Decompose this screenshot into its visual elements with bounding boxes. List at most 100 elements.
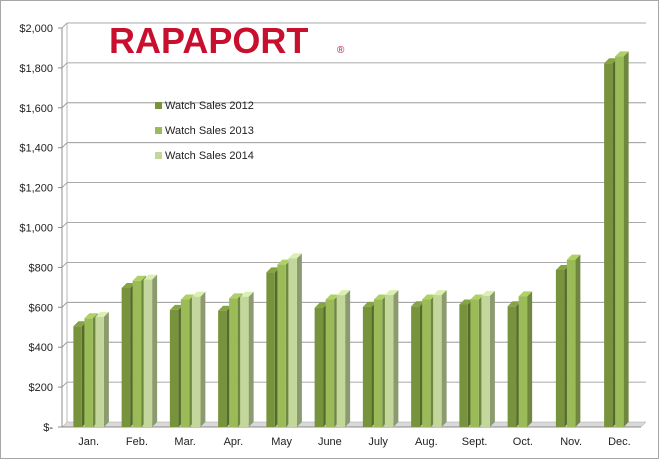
gridline-depth bbox=[61, 142, 68, 148]
bar-side bbox=[393, 290, 399, 427]
legend-swatch bbox=[155, 152, 162, 159]
bar-top bbox=[84, 313, 98, 319]
bar-front bbox=[132, 280, 142, 427]
bar-top bbox=[277, 259, 291, 265]
bar-top bbox=[362, 301, 377, 307]
bar bbox=[240, 291, 254, 427]
x-tick-label: Jan. bbox=[78, 436, 99, 448]
bar-front bbox=[229, 298, 238, 427]
x-tick-label: Oct. bbox=[513, 436, 533, 448]
y-tick-label: $800 bbox=[29, 262, 53, 274]
bar-front bbox=[95, 316, 104, 427]
gridline-depth bbox=[61, 381, 68, 388]
bar-front bbox=[218, 310, 227, 427]
legend-swatch bbox=[155, 127, 162, 134]
bar-side bbox=[103, 311, 109, 427]
bar-front bbox=[169, 309, 179, 427]
bar-top bbox=[240, 291, 254, 297]
y-tick-label: $400 bbox=[29, 342, 53, 354]
bar-top bbox=[422, 294, 436, 300]
bar-top bbox=[325, 294, 340, 300]
registered-mark: ® bbox=[337, 45, 345, 56]
bar-front bbox=[481, 295, 490, 427]
bar-top bbox=[384, 290, 399, 296]
bar-front bbox=[266, 272, 275, 427]
x-tick-label: Feb. bbox=[126, 436, 148, 448]
y-tick-label: $1,400 bbox=[19, 143, 53, 155]
bar-top bbox=[218, 305, 232, 311]
x-tick-labels: Jan. Feb. Mar. Apr. May June July Aug. Sept. Oct.… bbox=[78, 436, 630, 448]
bar-top bbox=[132, 275, 147, 281]
bar-front bbox=[143, 279, 153, 427]
bar-front bbox=[180, 299, 190, 427]
bar-side bbox=[200, 291, 206, 427]
bars bbox=[73, 51, 629, 428]
bar-top bbox=[191, 291, 206, 297]
gridline-depth bbox=[61, 341, 68, 348]
bar-top bbox=[229, 293, 243, 299]
gridline-depth bbox=[61, 302, 68, 308]
bar-top bbox=[73, 321, 87, 327]
legend-item: Watch Sales 2012 bbox=[155, 100, 254, 112]
bar-top bbox=[143, 274, 158, 280]
bar bbox=[95, 311, 109, 427]
bar-front bbox=[191, 296, 201, 427]
bar-front bbox=[459, 304, 468, 427]
bar-front bbox=[518, 296, 528, 427]
bar-top bbox=[411, 301, 425, 307]
y-tick-label: $200 bbox=[29, 382, 53, 394]
bar-top bbox=[566, 254, 581, 260]
legend-item: Watch Sales 2014 bbox=[155, 150, 254, 162]
x-tick-label: Dec. bbox=[608, 436, 631, 448]
legend: Watch Sales 2012 Watch Sales 2013 Watch Sa… bbox=[155, 100, 254, 162]
bar-front bbox=[604, 63, 613, 428]
bar-front bbox=[325, 299, 335, 427]
bar-side bbox=[575, 254, 581, 427]
gridline-depth bbox=[61, 222, 68, 228]
y-tick-label: $2,000 bbox=[19, 23, 53, 35]
bar bbox=[384, 290, 399, 427]
bar-side bbox=[345, 290, 351, 427]
bar-top bbox=[433, 290, 447, 296]
bar-front bbox=[288, 258, 297, 427]
bar-front bbox=[384, 295, 394, 427]
bar-front bbox=[422, 299, 431, 427]
bar bbox=[191, 291, 206, 427]
legend-label: Watch Sales 2012 bbox=[165, 100, 254, 112]
bar-top bbox=[604, 58, 618, 64]
bar bbox=[615, 51, 629, 427]
gridline-depth bbox=[61, 62, 68, 69]
bar-front bbox=[566, 259, 576, 427]
bar-top bbox=[180, 294, 195, 300]
x-tick-label: Nov. bbox=[560, 436, 582, 448]
bar-front bbox=[411, 306, 420, 427]
bar-front bbox=[507, 306, 517, 427]
bar-top bbox=[336, 290, 351, 296]
gridline-depth bbox=[61, 182, 68, 188]
bar-top bbox=[518, 291, 533, 297]
bar-front bbox=[314, 307, 324, 427]
bar-front bbox=[240, 296, 249, 427]
bar-top bbox=[481, 290, 495, 296]
bar-side bbox=[527, 291, 533, 427]
bar bbox=[433, 290, 447, 427]
legend-swatch bbox=[155, 102, 162, 109]
y-tick-label: $1,800 bbox=[19, 63, 53, 75]
x-tick-label: May bbox=[271, 436, 292, 448]
x-tick-label: June bbox=[318, 436, 342, 448]
bar-top bbox=[555, 264, 570, 270]
x-tick-label: July bbox=[368, 436, 388, 448]
bar-front bbox=[362, 306, 372, 427]
bar-side bbox=[441, 290, 447, 427]
x-tick-label: Apr. bbox=[224, 436, 244, 448]
x-tick-label: Mar. bbox=[174, 436, 195, 448]
bar-top bbox=[314, 302, 329, 308]
bar-front bbox=[433, 295, 442, 427]
y-tick-label: $1,000 bbox=[19, 223, 53, 235]
x-tick-label: Sept. bbox=[462, 436, 488, 448]
bar-front bbox=[615, 56, 624, 427]
bar-front bbox=[73, 326, 82, 427]
bar-top bbox=[470, 294, 484, 300]
